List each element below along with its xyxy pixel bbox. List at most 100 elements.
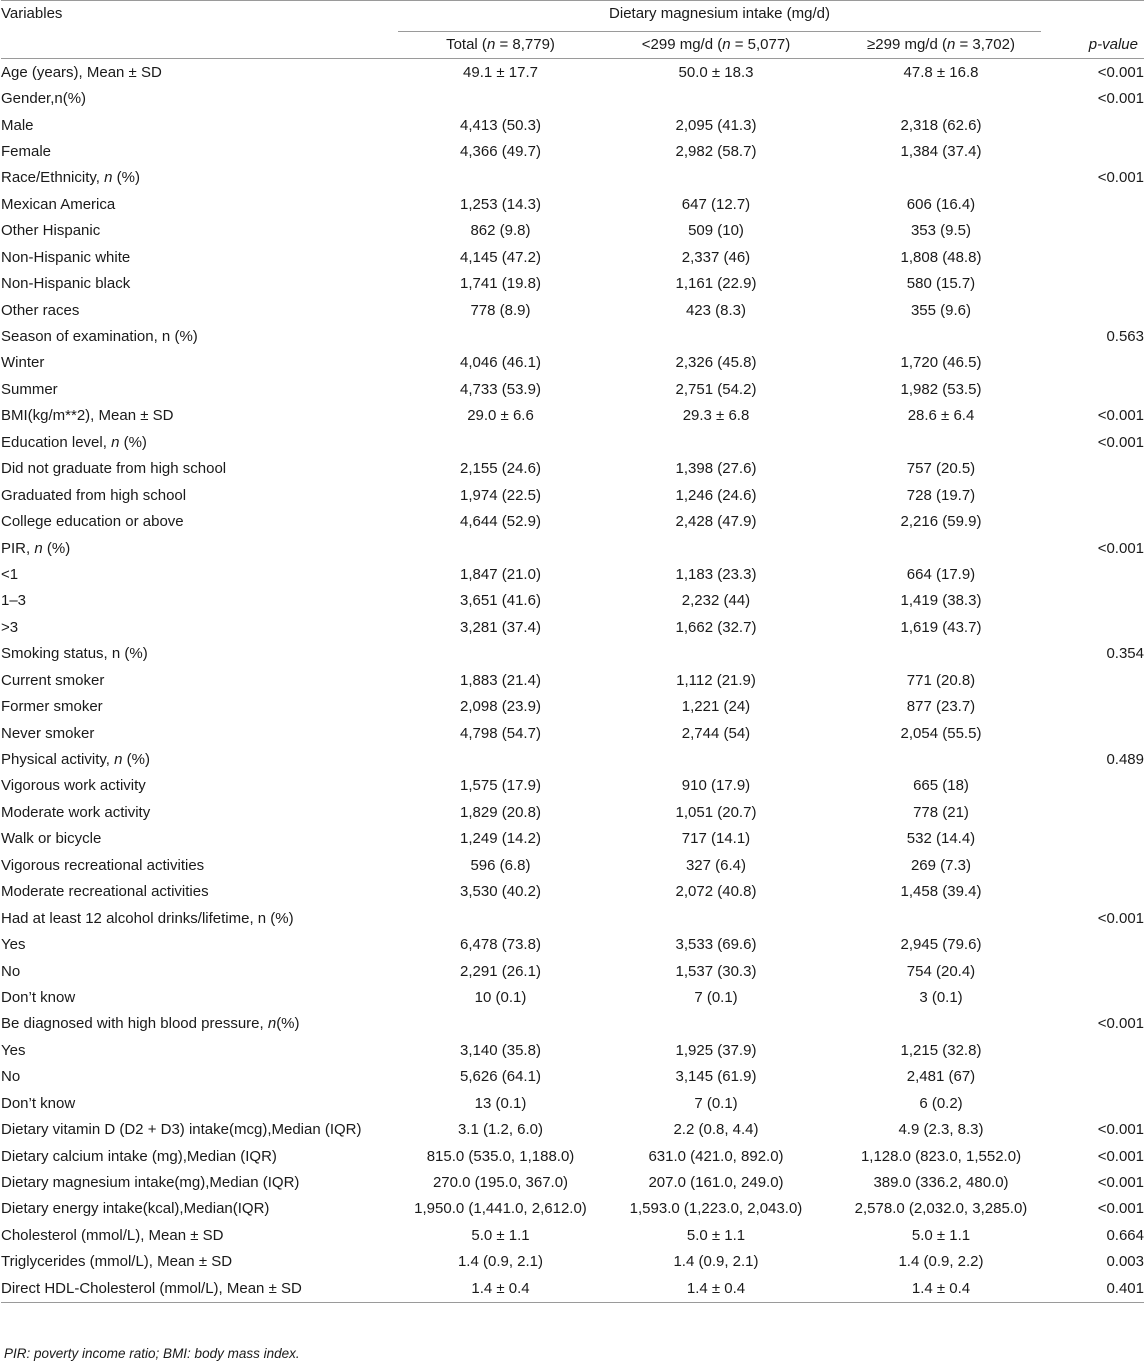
cell-high: 580 (15.7) <box>906 275 976 293</box>
cell-high: 1,619 (43.7) <box>900 618 982 636</box>
cell-p-value <box>1053 615 1144 641</box>
cell-total: 13 (0.1) <box>474 1094 527 1112</box>
row-label: College education or above <box>1 513 184 531</box>
cell-p-value: <0.001 <box>1097 909 1144 927</box>
cell-high: 532 (14.4) <box>906 830 976 848</box>
row-label: Summer <box>1 380 58 398</box>
cell-p-value <box>1053 245 1144 271</box>
cell-p-value <box>1053 588 1144 614</box>
table-row: >3 3,281 (37.4) 1,662 (32.7) 1,619 (43.7) <box>1 615 1144 641</box>
cell-high: 1,982 (53.5) <box>900 380 982 398</box>
row-label: No <box>1 1068 21 1086</box>
table-row: Gender,n(%) <0.001 <box>1 86 1144 112</box>
row-label: Triglycerides (mmol/L), Mean ± SD <box>1 1253 233 1271</box>
row-label: PIR, n (%) <box>1 539 71 557</box>
cell-high: 2,945 (79.6) <box>900 936 982 954</box>
table-row: Winter 4,046 (46.1) 2,326 (45.8) 1,720 (46.… <box>1 350 1144 376</box>
cell-p-value <box>1053 932 1144 958</box>
cell-p-value <box>1053 482 1144 508</box>
table-row: Yes 6,478 (73.8) 3,533 (69.6) 2,945 (79.6) <box>1 932 1144 958</box>
row-label: Yes <box>1 1041 26 1059</box>
group-header: Dietary magnesium intake (mg/d) <box>398 0 1053 32</box>
table-row: <1 1,847 (21.0) 1,183 (23.3) 664 (17.9) <box>1 562 1144 588</box>
col-header-p-value: p-value <box>1053 32 1144 60</box>
cell-low: 2,072 (40.8) <box>675 883 757 901</box>
row-label: Mexican America <box>1 195 116 213</box>
table-row: Education level, n (%) <0.001 <box>1 430 1144 456</box>
cell-high <box>829 905 1053 931</box>
table-row: Dietary calcium intake (mg),Median (IQR)… <box>1 1143 1144 1169</box>
row-label: Current smoker <box>1 671 105 689</box>
cell-high: 1,419 (38.3) <box>900 592 982 610</box>
cell-low: 207.0 (161.0, 249.0) <box>648 1174 784 1192</box>
table-row: 1–3 3,651 (41.6) 2,232 (44) 1,419 (38.3) <box>1 588 1144 614</box>
cell-low: 1,221 (24) <box>681 698 751 716</box>
cell-high <box>829 747 1053 773</box>
cell-high: 606 (16.4) <box>906 195 976 213</box>
cell-high: 754 (20.4) <box>906 962 976 980</box>
cell-p-value: <0.001 <box>1097 407 1144 425</box>
row-label: Moderate work activity <box>1 803 151 821</box>
table-row: Physical activity, n (%) 0.489 <box>1 747 1144 773</box>
cell-total: 49.1 ± 17.7 <box>463 63 538 81</box>
row-label: Physical activity, n (%) <box>1 751 150 769</box>
row-label: Walk or bicycle <box>1 830 102 848</box>
cell-total: 1,575 (17.9) <box>460 777 541 795</box>
header-row-columns: Total (n = 8,779) <299 mg/d (n = 5,077) … <box>1 32 1144 60</box>
cell-total: 1,883 (21.4) <box>460 671 541 689</box>
cell-p-value: 0.003 <box>1106 1253 1144 1271</box>
cell-p-value <box>1053 218 1144 244</box>
cell-p-value <box>1053 826 1144 852</box>
row-label: BMI(kg/m**2), Mean ± SD <box>1 407 174 425</box>
cell-high: 877 (23.7) <box>906 698 976 716</box>
cell-low: 3,533 (69.6) <box>675 936 757 954</box>
cell-low: 1,112 (21.9) <box>676 671 756 689</box>
cell-p-value: <0.001 <box>1097 1200 1144 1218</box>
cell-p-value: 0.401 <box>1053 1275 1144 1303</box>
cell-low: 50.0 ± 18.3 <box>678 63 754 81</box>
cell-total: 3,281 (37.4) <box>460 618 541 636</box>
col-header-low: <299 mg/d (n = 5,077) <box>603 32 829 60</box>
table-row: Non-Hispanic white 4,145 (47.2) 2,337 (46)… <box>1 245 1144 271</box>
row-label: Age (years), Mean ± SD <box>1 63 162 81</box>
table-row: Did not graduate from high school 2,155 (… <box>1 456 1144 482</box>
cell-high: 2,578.0 (2,032.0, 3,285.0) <box>854 1200 1028 1218</box>
cell-total: 10 (0.1) <box>474 988 527 1006</box>
cell-high <box>829 1011 1053 1037</box>
cell-p-value <box>1053 350 1144 376</box>
cell-total: 3,651 (41.6) <box>460 592 541 610</box>
cell-total: 1,249 (14.2) <box>460 830 541 848</box>
row-label: Non-Hispanic white <box>1 248 131 266</box>
cell-total: 4,413 (50.3) <box>460 116 541 134</box>
table-row: Female 4,366 (49.7) 2,982 (58.7) 1,384 (37.… <box>1 139 1144 165</box>
cell-low: 2,428 (47.9) <box>675 513 757 531</box>
characteristics-table: Variables Dietary magnesium intake (mg/d… <box>1 0 1144 1303</box>
cell-total: 3,530 (40.2) <box>460 883 541 901</box>
table-row: Male 4,413 (50.3) 2,095 (41.3) 2,318 (62.6) <box>1 112 1144 138</box>
cell-p-value <box>1053 694 1144 720</box>
row-label: Dietary magnesium intake(mg),Median (IQR… <box>1 1174 300 1192</box>
cell-high: 269 (7.3) <box>910 856 972 874</box>
cell-total: 1.4 ± 0.4 <box>398 1275 603 1303</box>
cell-high: 6 (0.2) <box>919 1094 963 1112</box>
cell-low <box>603 324 829 350</box>
cell-high: 3 (0.1) <box>919 988 963 1006</box>
table-row: Be diagnosed with high blood pressure, n… <box>1 1011 1144 1037</box>
cell-p-value: <0.001 <box>1097 90 1144 108</box>
group-header-spacer <box>1053 0 1144 32</box>
cell-total: 4,644 (52.9) <box>460 513 541 531</box>
row-label: Race/Ethnicity, n (%) <box>1 169 140 187</box>
cell-p-value <box>1053 985 1144 1011</box>
cell-low: 29.3 ± 6.8 <box>682 407 750 425</box>
table-row: Smoking status, n (%) 0.354 <box>1 641 1144 667</box>
header-row-group: Variables Dietary magnesium intake (mg/d… <box>1 0 1144 32</box>
row-label: Other races <box>1 301 80 319</box>
cell-total: 862 (9.8) <box>470 222 531 240</box>
row-label: Dietary vitamin D (D2 + D3) intake(mcg),… <box>1 1121 362 1139</box>
cell-low: 1,662 (32.7) <box>675 618 757 636</box>
row-label: Vigorous work activity <box>1 777 146 795</box>
cell-low <box>603 86 829 112</box>
cell-total: 1,741 (19.8) <box>460 275 541 293</box>
cell-low: 423 (8.3) <box>685 301 747 319</box>
table-row: Don’t know 13 (0.1) 7 (0.1) 6 (0.2) <box>1 1091 1144 1117</box>
